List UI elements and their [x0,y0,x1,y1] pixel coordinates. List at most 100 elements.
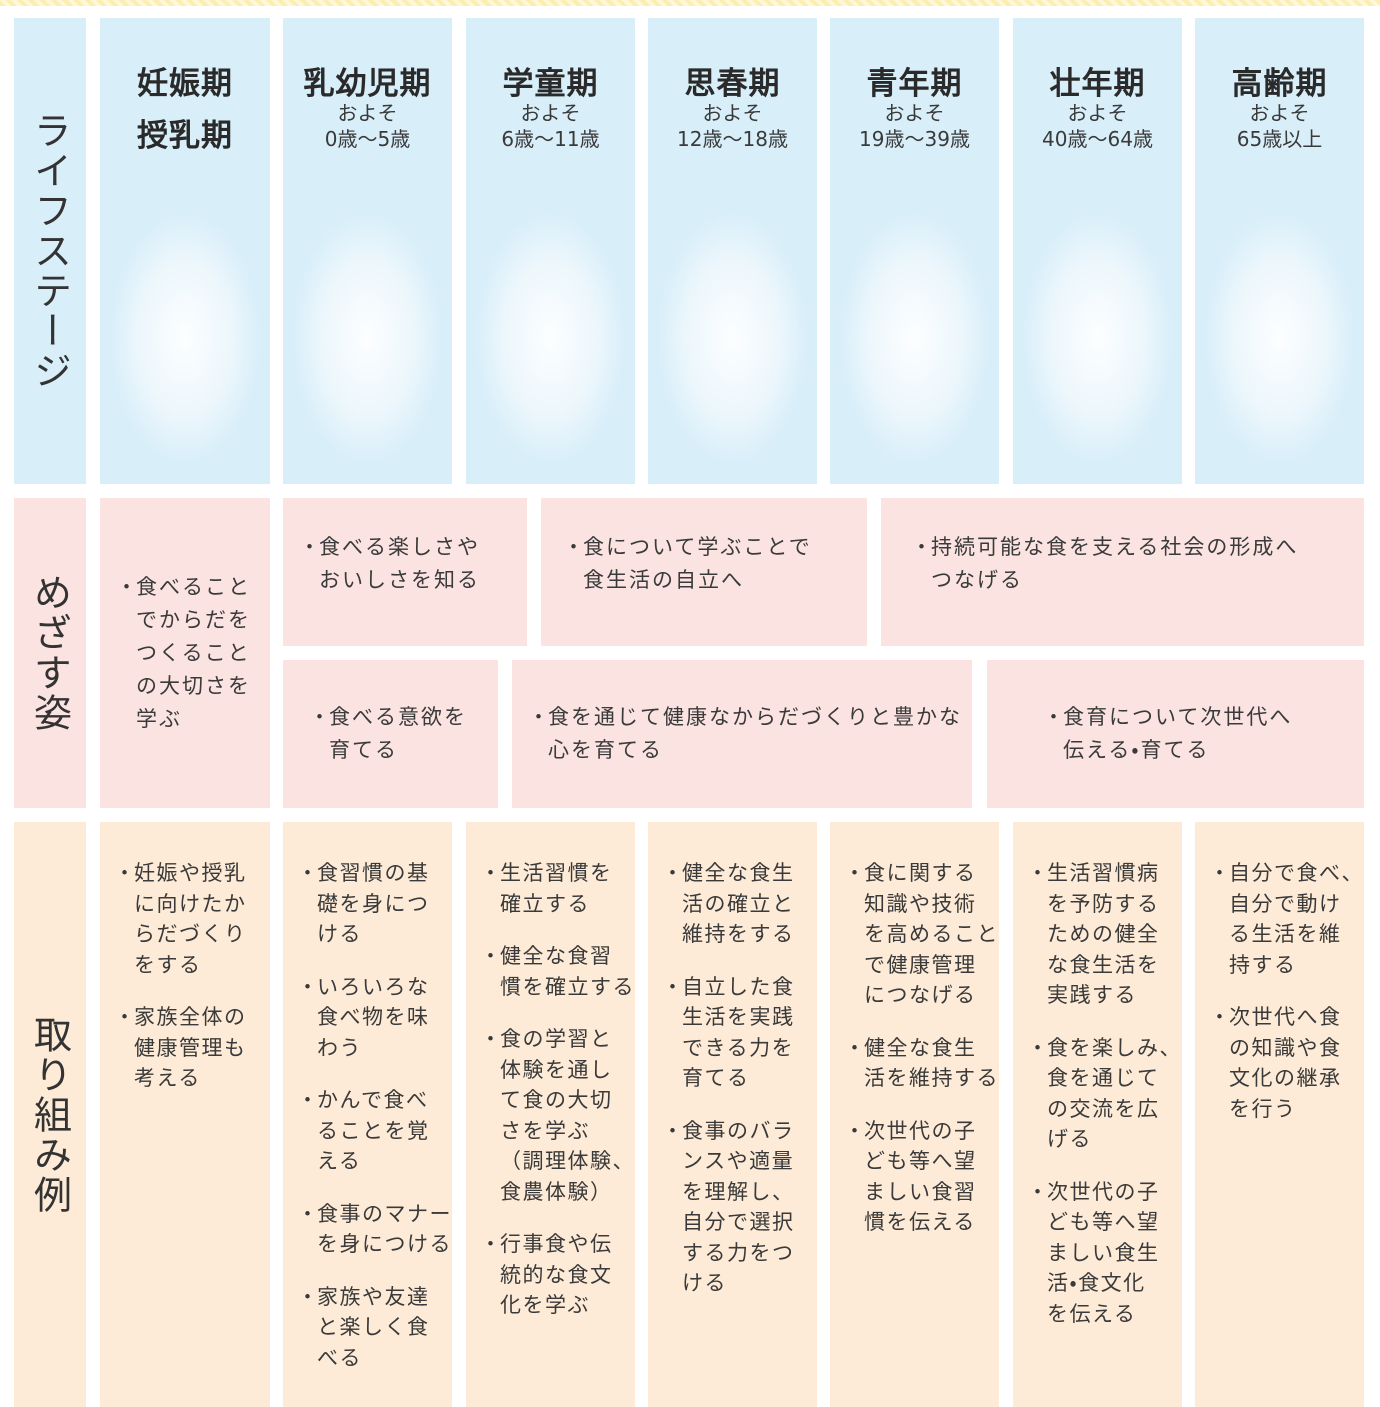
action-line: 健全な食生 [864,1035,977,1060]
action-line: 慣を伝える [864,1210,976,1234]
row-header: ライフステージ [14,18,86,484]
stage-age: 0歳～5歳 [324,127,411,151]
action-line: 持する [1229,952,1297,977]
goal-line: 育てる [329,738,398,762]
action-line: 化を学ぶ [500,1293,590,1317]
stage-header: 思春期 およそ 12歳～18歳 [648,18,817,152]
action-line: 礎を身につ [317,891,430,916]
action-line: 確立する [500,891,590,916]
illustration-glow [658,213,807,463]
stage-header: 壮年期 およそ 40歳～64歳 [1013,18,1182,152]
goal-line: でからだを [136,607,251,632]
goal-line: 食べる意欲を [329,705,467,729]
stage-name: 思春期 [684,66,781,102]
action-line: 育てる [682,1066,750,1090]
action-line: 生活習慣病 [1047,861,1160,885]
stage-age: 40歳～64歳 [1042,127,1153,151]
action-line: ための健全 [1047,922,1160,946]
illustration-glow [293,213,442,463]
row-header-text: 取り組み例 [27,1014,72,1215]
action-line: 活の確立と [682,891,795,916]
action-line: わう [317,1035,362,1060]
action-line: 自立した食 [682,974,795,999]
action-line: 次世代の子 [864,1118,977,1143]
row-header-text: ライフステージ [27,111,72,391]
action-line: 健全な食生 [682,861,795,885]
action-line: 生活習慣を [500,861,613,885]
action-line: 維持をする [682,922,795,946]
stage-cell: 乳幼児期 およそ 0歳～5歳 [283,18,452,484]
action-line: 実践する [1047,983,1137,1007]
stage-cell: 壮年期 およそ 40歳～64歳 [1013,18,1182,484]
action-line: 統的な食文 [500,1262,613,1287]
action-line: ける [317,922,362,946]
action-line: 健康管理も [134,1035,247,1060]
action-line: 次世代の子 [1047,1179,1160,1204]
action-line: 次世代へ食 [1229,1005,1342,1029]
stage-name: 青年期 [866,66,963,102]
action-line: を行う [1229,1096,1297,1121]
stage-name: 壮年期 [1049,66,1146,102]
action-line: 食事のマナー [317,1201,452,1226]
action-line: できる力を [682,1035,795,1060]
stage-name: 乳幼児期 [303,66,432,102]
stage-header: 妊娠期 授乳期 [100,18,270,162]
action-cell: 食に関する知識や技術を高めることで健康管理につなげる健全な食生活を維持する次世代… [830,822,999,1407]
illustration-glow [110,213,260,463]
stage-age: 19歳～39歳 [859,127,970,151]
stage-age-note: およそ [884,101,945,125]
stage-age-note: およそ [1067,101,1128,125]
illustration-glow [1205,213,1354,463]
action-line: する力をつ [682,1240,795,1265]
illustration-glow [840,213,989,463]
goal-line: 伝える・育てる [1063,738,1210,762]
action-line: いろいろな [317,974,430,999]
action-cell: 妊娠や授乳に向けたからだづくりをする家族全体の健康管理も考える [100,822,270,1407]
stage-age: 65歳以上 [1236,127,1323,151]
stage-age-note: およそ [702,101,763,125]
stage-age: 6歳～11歳 [501,127,600,151]
action-line: 家族や友達 [317,1284,430,1309]
action-line: な食生活を [1047,952,1160,977]
goal-line: つくること [136,640,251,665]
action-line: につなげる [864,983,977,1007]
action-line: 文化の継承 [1229,1066,1342,1090]
goal-line: 食べること [136,574,251,599]
stage-name: 学童期 [502,66,599,102]
illustration-glow [476,213,625,463]
action-cell: 生活習慣を確立する健全な食習慣を確立する食の学習と体験を通して食の大切さを学ぶ （… [466,822,635,1407]
action-line: かんで食べ [317,1088,429,1112]
action-line: 慣を確立する [500,974,635,999]
action-line: 食事のバラ [682,1118,795,1143]
action-line: 行事食や伝 [500,1232,613,1256]
action-line: ども等へ望 [864,1149,977,1173]
stage-name: 妊娠期 [137,66,233,102]
stage-age: 12歳～18歳 [677,127,788,151]
stage-header: 学童期 およそ 6歳～11歳 [466,18,635,152]
stage-header: 乳幼児期 およそ 0歳～5歳 [283,18,452,152]
action-line: の知識や食 [1229,1035,1342,1060]
action-cell: 生活習慣病を予防するための健全な食生活を実践する食を楽しみ、食を通じての交流を広… [1013,822,1182,1407]
action-line: 食の学習と [500,1027,613,1051]
stage-name: 高齢期 [1231,66,1328,102]
goal-line: 心を育てる [548,738,663,762]
action-line: ける [682,1271,727,1295]
goal-line: の大切さを [136,673,251,698]
action-line: さを学ぶ [500,1118,590,1143]
goal-line: 食について学ぶことで [583,535,812,559]
